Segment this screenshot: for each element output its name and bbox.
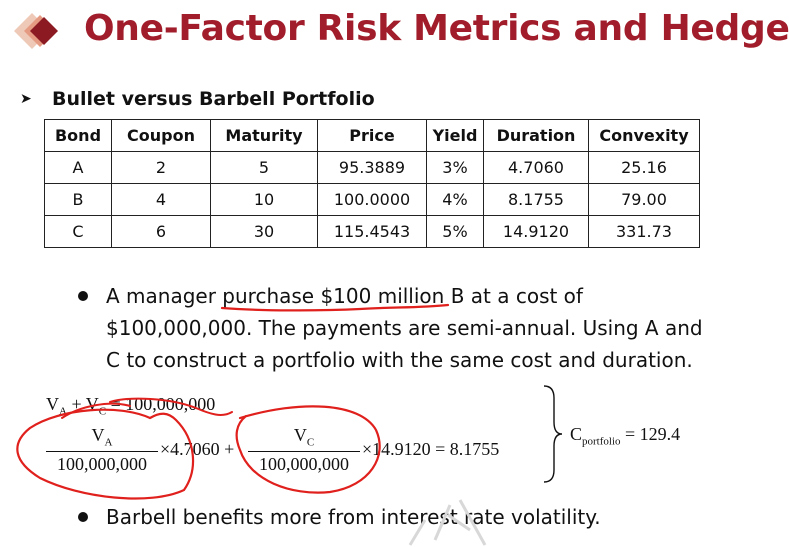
cell-bond: B xyxy=(44,183,112,216)
table-row: A 2 5 95.3889 3% 4.7060 25.16 xyxy=(44,151,700,184)
bullet-line-1: A manager purchase $100 million B at a c… xyxy=(106,284,583,308)
cell-coupon: 2 xyxy=(111,151,211,184)
cell-duration: 8.1755 xyxy=(483,183,589,216)
watermark-icon xyxy=(408,499,487,546)
header-duration: Duration xyxy=(483,119,589,152)
table-row: C 6 30 115.4543 5% 14.9120 331.73 xyxy=(44,215,700,248)
section-heading: ➤ Bullet versus Barbell Portfolio xyxy=(20,88,375,110)
cell-price: 115.4543 xyxy=(317,215,427,248)
bond-table: Bond Coupon Maturity Price Yield Duratio… xyxy=(44,119,700,248)
header-price: Price xyxy=(317,119,427,152)
cell-price: 95.3889 xyxy=(317,151,427,184)
slide-title: One-Factor Risk Metrics and Hedges xyxy=(84,8,789,49)
cell-duration: 4.7060 xyxy=(483,151,589,184)
arrow-bullet-icon: ➤ xyxy=(20,91,32,107)
bullet-line-3: C to construct a portfolio with the same… xyxy=(106,348,693,372)
fraction-vc: VC 100,000,000 xyxy=(248,425,360,475)
table-header-row: Bond Coupon Maturity Price Yield Duratio… xyxy=(44,119,700,152)
table-row: B 4 10 100.0000 4% 8.1755 79.00 xyxy=(44,183,700,216)
bullet-line-2: $100,000,000. The payments are semi-annu… xyxy=(106,316,703,340)
cell-coupon: 6 xyxy=(111,215,211,248)
cell-bond: A xyxy=(44,151,112,184)
cell-maturity: 30 xyxy=(210,215,318,248)
cell-coupon: 4 xyxy=(111,183,211,216)
header-yield: Yield xyxy=(426,119,484,152)
equation-mult-a: ×4.7060 + xyxy=(160,439,235,459)
header-maturity: Maturity xyxy=(210,119,318,152)
header-coupon: Coupon xyxy=(111,119,211,152)
cell-convexity: 79.00 xyxy=(588,183,700,216)
cell-maturity: 10 xyxy=(210,183,318,216)
section-heading-text: Bullet versus Barbell Portfolio xyxy=(52,88,375,110)
bullet-barbell: Barbell benefits more from interest rate… xyxy=(106,505,601,529)
bullet-dot-icon xyxy=(78,512,88,522)
cell-price: 100.0000 xyxy=(317,183,427,216)
equation-mult-c: ×14.9120 = 8.1755 xyxy=(362,439,500,459)
convexity-result: Cportfolio = 129.4 xyxy=(570,424,681,448)
header-convexity: Convexity xyxy=(588,119,700,152)
cell-convexity: 25.16 xyxy=(588,151,700,184)
bullet-dot-icon xyxy=(78,291,88,301)
cell-yield: 5% xyxy=(426,215,484,248)
cell-bond: C xyxy=(44,215,112,248)
diamond-logo-icon xyxy=(14,13,58,49)
equation-cost: VA + VC = 100,000,000 xyxy=(46,394,216,418)
cell-maturity: 5 xyxy=(210,151,318,184)
cell-yield: 4% xyxy=(426,183,484,216)
cell-convexity: 331.73 xyxy=(588,215,700,248)
right-brace-icon xyxy=(543,385,563,483)
header-bond: Bond xyxy=(44,119,112,152)
cell-yield: 3% xyxy=(426,151,484,184)
fraction-va: VA 100,000,000 xyxy=(46,425,158,475)
cell-duration: 14.9120 xyxy=(483,215,589,248)
